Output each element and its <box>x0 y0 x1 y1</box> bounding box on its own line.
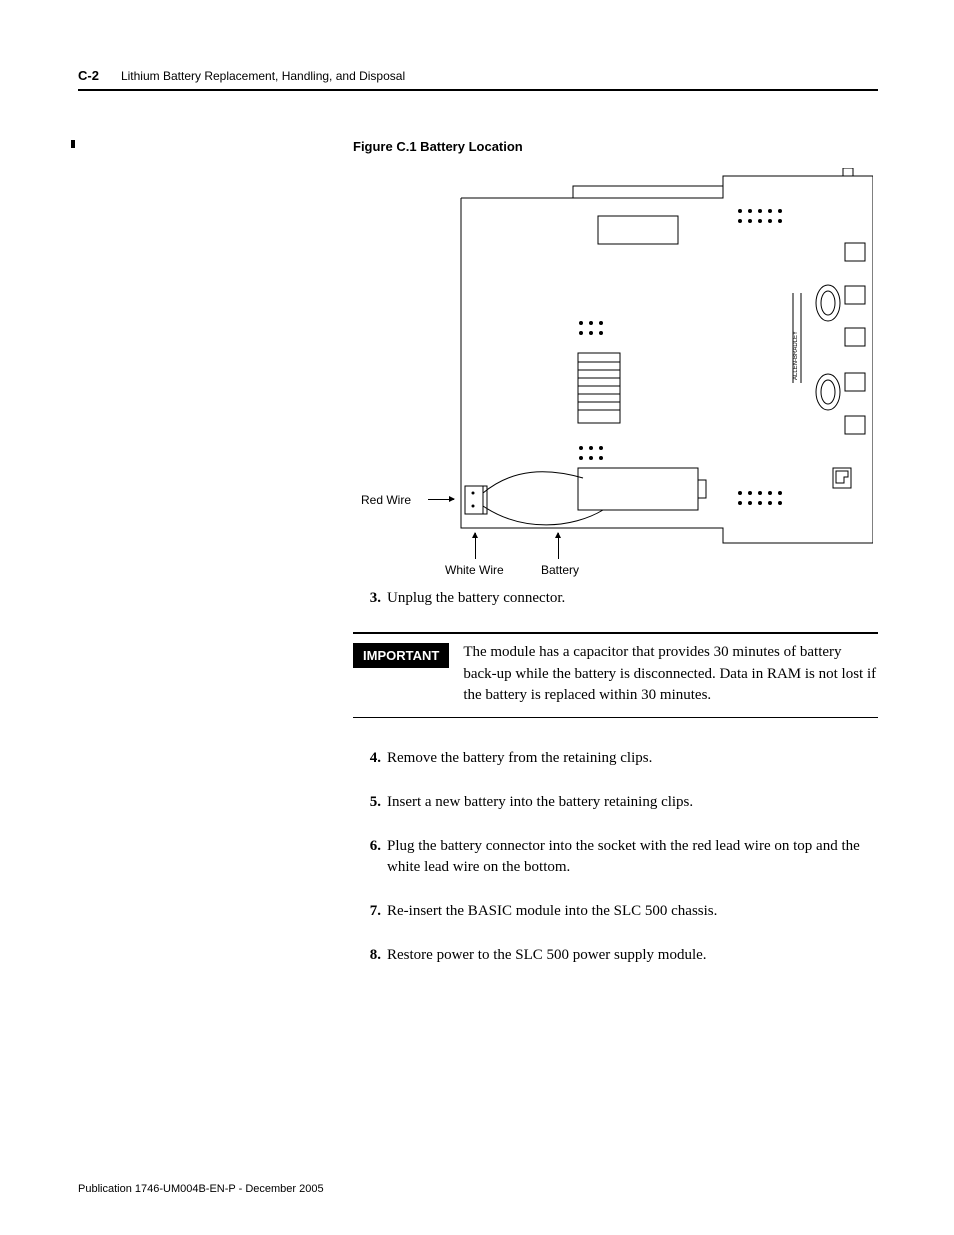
publication-footer: Publication 1746-UM004B-EN-P - December … <box>78 1183 324 1195</box>
step-4: 4. Remove the battery from the retaining… <box>353 748 878 770</box>
red-wire-label: Red Wire <box>361 493 411 507</box>
step-number: 7. <box>353 901 381 923</box>
step-6: 6. Plug the battery connector into the s… <box>353 836 878 880</box>
important-callout: IMPORTANT The module has a capacitor tha… <box>353 632 878 718</box>
step-text: Plug the battery connector into the sock… <box>387 836 878 880</box>
change-bar <box>71 140 75 148</box>
step-8: 8. Restore power to the SLC 500 power su… <box>353 945 878 967</box>
battery-location-diagram: Red Wire White Wire Battery <box>353 168 878 588</box>
step-number: 6. <box>353 836 381 880</box>
figure-title: Figure C.1 Battery Location <box>353 139 878 154</box>
step-text: Remove the battery from the retaining cl… <box>387 748 878 770</box>
step-number: 8. <box>353 945 381 967</box>
step-text: Insert a new battery into the battery re… <box>387 792 878 814</box>
step-3: 3. Unplug the battery connector. <box>353 588 878 610</box>
step-number: 4. <box>353 748 381 770</box>
step-5: 5. Insert a new battery into the battery… <box>353 792 878 814</box>
module-schematic: ALLEN-BRADLEY <box>453 168 873 548</box>
step-text: Unplug the battery connector. <box>387 588 878 610</box>
step-text: Re-insert the BASIC module into the SLC … <box>387 901 878 923</box>
step-number: 3. <box>353 588 381 610</box>
battery-label: Battery <box>541 563 579 577</box>
important-text: The module has a capacitor that provides… <box>463 642 878 707</box>
page-header: C-2 Lithium Battery Replacement, Handlin… <box>78 68 878 83</box>
step-7: 7. Re-insert the BASIC module into the S… <box>353 901 878 923</box>
red-wire-arrow <box>428 499 454 500</box>
section-title: Lithium Battery Replacement, Handling, a… <box>121 69 405 83</box>
white-wire-label: White Wire <box>445 563 504 577</box>
step-text: Restore power to the SLC 500 power suppl… <box>387 945 878 967</box>
step-number: 5. <box>353 792 381 814</box>
brand-text: ALLEN-BRADLEY <box>793 331 799 380</box>
page-number: C-2 <box>78 68 99 83</box>
header-rule <box>78 89 878 91</box>
important-label: IMPORTANT <box>353 643 449 668</box>
